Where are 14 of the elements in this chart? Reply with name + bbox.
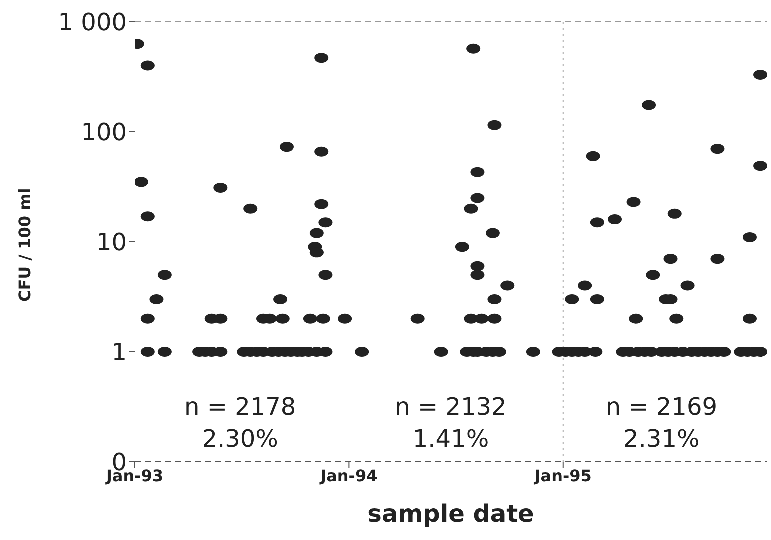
- y-axis-title: CFU / 100 ml: [16, 188, 35, 302]
- annotation: n = 2169: [604, 392, 718, 422]
- x-tick-label: Jan-94: [320, 466, 378, 486]
- x-tick-label: Jan-95: [534, 466, 592, 486]
- y-tick-label: 1: [112, 338, 127, 367]
- annotation: n = 2178: [184, 392, 298, 422]
- y-tick-label: 1 000: [58, 8, 127, 37]
- y-tick-label: 100: [81, 118, 127, 147]
- annotation: 2.30%: [201, 424, 280, 454]
- annotation: 2.31%: [622, 424, 701, 454]
- annotation: 1.41%: [412, 424, 490, 454]
- annotation: n = 2132: [394, 392, 508, 422]
- y-tick-label: 10: [96, 228, 127, 257]
- x-axis-title: sample date: [368, 500, 534, 528]
